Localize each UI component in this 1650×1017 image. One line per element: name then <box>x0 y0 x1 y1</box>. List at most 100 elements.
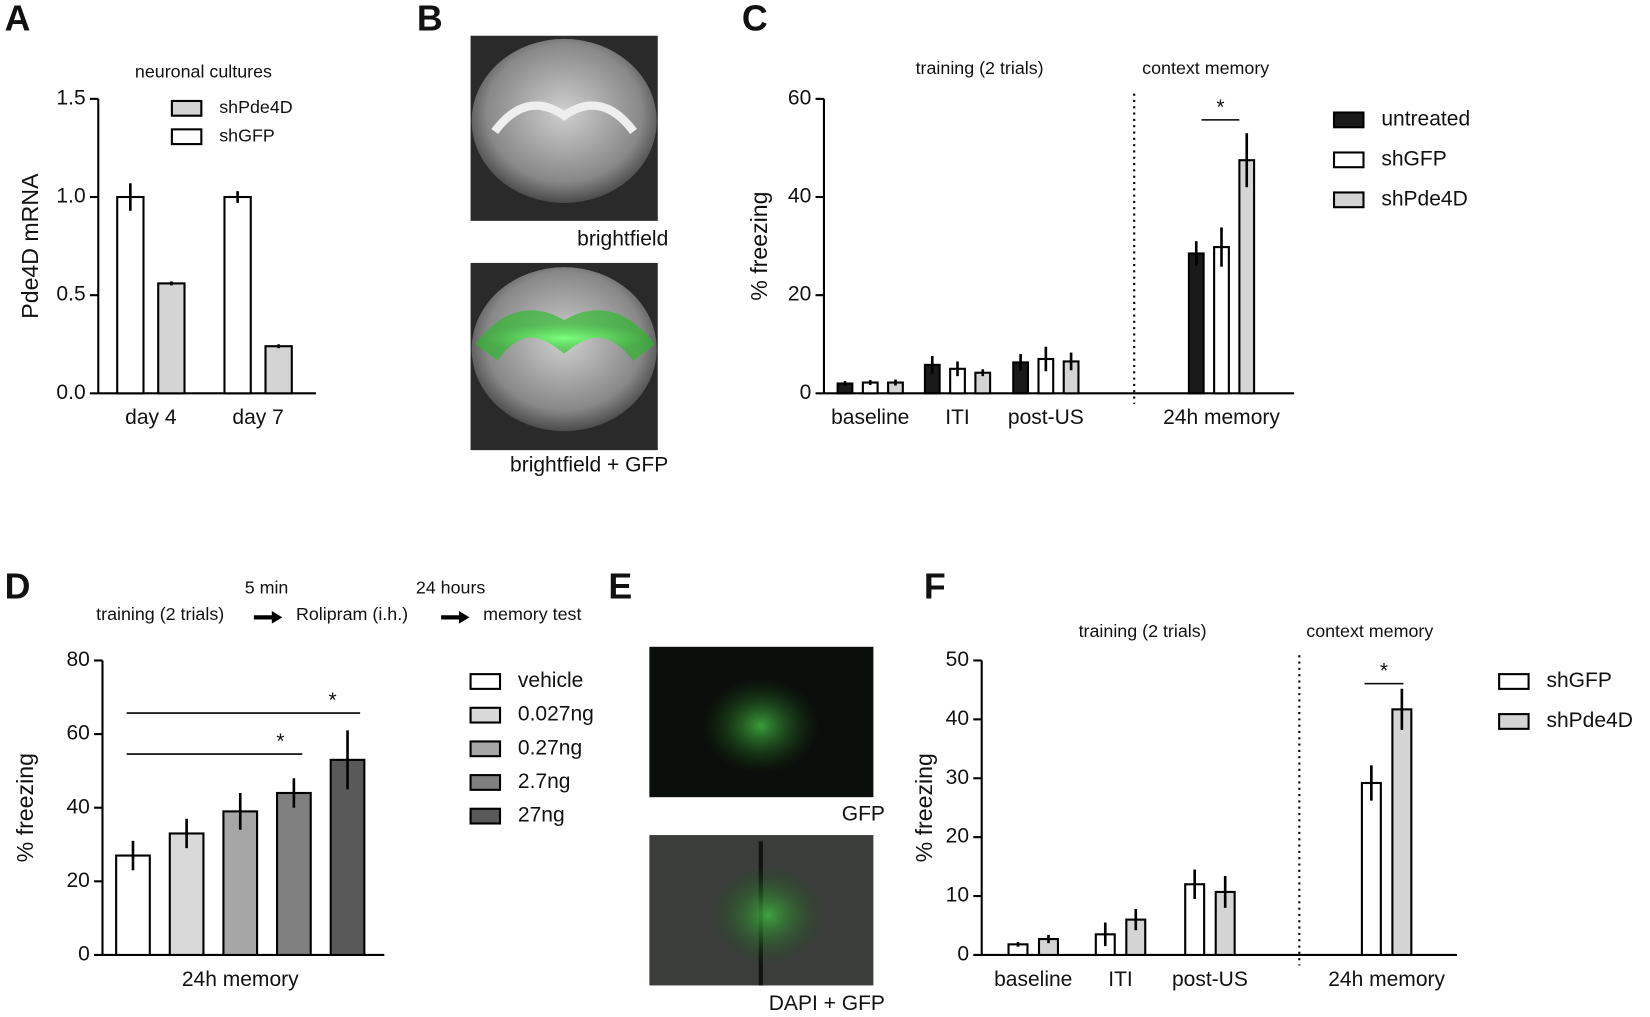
protocol-interval: 24 hours <box>416 578 486 598</box>
brain-image <box>470 35 658 221</box>
panel-letter: A <box>5 0 31 38</box>
y-tick-label: 20 <box>946 825 969 848</box>
section-label: context memory <box>1142 58 1269 78</box>
section-label: training (2 trials) <box>1079 621 1207 641</box>
legend-label: shGFP <box>1381 147 1446 170</box>
y-tick-label: 0 <box>800 381 812 404</box>
legend-label: 27ng <box>518 804 565 827</box>
panel-letter: C <box>742 0 768 38</box>
y-axis-label: Pde4D mRNA <box>17 173 43 319</box>
y-tick-label: 30 <box>946 766 969 789</box>
legend-swatch <box>469 740 502 758</box>
y-tick-label: 20 <box>66 869 89 892</box>
bar <box>264 345 293 395</box>
legend-swatch <box>469 673 502 690</box>
panel-letter: E <box>608 566 632 606</box>
x-tick-label: 24h memory <box>182 968 299 991</box>
significance-star: * <box>1216 96 1224 119</box>
legend-label: vehicle <box>518 669 583 692</box>
bar <box>116 195 145 395</box>
protocol-step: Rolipram (i.h.) <box>296 604 408 624</box>
bar <box>1238 159 1256 395</box>
image-caption: DAPI + GFP <box>769 992 885 1015</box>
legend-label: untreated <box>1381 107 1470 130</box>
legend-label: shPde4D <box>219 97 293 117</box>
significance-star: * <box>276 730 284 753</box>
legend-swatch <box>469 774 502 791</box>
legend-swatch <box>1332 191 1365 209</box>
x-tick-label: day 4 <box>125 406 177 429</box>
y-tick-label: 0.5 <box>56 283 85 306</box>
y-tick-label: 40 <box>946 707 969 730</box>
legend-label: 2.7ng <box>518 770 571 793</box>
legend-label: shPde4D <box>1381 187 1467 210</box>
x-tick-label: 24h memory <box>1328 968 1445 991</box>
bar <box>223 195 252 395</box>
bar <box>276 791 312 957</box>
legend-label: 0.027ng <box>518 703 594 726</box>
panel-letter: F <box>924 566 946 606</box>
brain-image <box>649 646 874 798</box>
legend-swatch <box>469 706 502 724</box>
legend-swatch <box>1332 151 1365 169</box>
y-tick-label: 0.0 <box>56 381 85 404</box>
legend-label: 0.27ng <box>518 736 582 759</box>
bar <box>1391 708 1413 957</box>
bar <box>1213 246 1230 395</box>
y-tick-label: 40 <box>788 185 811 208</box>
significance-star: * <box>1380 660 1388 683</box>
y-tick-label: 0 <box>957 943 969 966</box>
image-caption: GFP <box>842 803 885 826</box>
legend-label: shGFP <box>219 125 275 145</box>
panel-letter: D <box>5 566 31 606</box>
section-label: training (2 trials) <box>916 58 1044 78</box>
y-axis-label: % freezing <box>12 753 38 862</box>
x-tick-label: baseline <box>994 968 1072 991</box>
legend-swatch <box>170 128 203 146</box>
brain-image <box>649 835 874 986</box>
y-tick-label: 80 <box>66 648 89 671</box>
x-tick-label: post-US <box>1008 406 1084 429</box>
section-label: context memory <box>1306 621 1433 641</box>
significance-star: * <box>328 689 336 712</box>
legend-label: shPde4D <box>1546 709 1632 732</box>
protocol-interval: 5 min <box>245 578 289 598</box>
bar <box>157 282 186 395</box>
y-tick-label: 50 <box>946 648 969 671</box>
bar <box>115 854 151 957</box>
y-axis-label: % freezing <box>746 191 772 300</box>
legend-swatch <box>469 807 502 825</box>
bar <box>1187 252 1205 395</box>
image-caption: brightfield + GFP <box>510 453 668 476</box>
panel-letter: B <box>417 0 443 38</box>
bar <box>329 758 366 957</box>
x-tick-label: baseline <box>831 406 909 429</box>
protocol-step: training (2 trials) <box>96 604 224 624</box>
protocol-step: memory test <box>483 604 581 624</box>
arrow <box>271 611 283 624</box>
y-tick-label: 60 <box>66 722 89 745</box>
y-tick-label: 10 <box>946 884 969 907</box>
bar <box>222 810 259 957</box>
y-tick-label: 40 <box>66 795 89 818</box>
y-tick-label: 1.0 <box>56 185 85 208</box>
x-tick-label: 24h memory <box>1163 406 1280 429</box>
legend-swatch <box>1498 713 1530 730</box>
legend-swatch <box>1332 111 1365 129</box>
legend-swatch <box>170 99 203 117</box>
legend-swatch <box>1498 673 1530 690</box>
brain-image <box>470 262 658 451</box>
y-tick-label: 60 <box>788 86 811 109</box>
y-tick-label: 1.5 <box>56 86 85 109</box>
bar <box>168 832 205 957</box>
chart-subtitle: neuronal cultures <box>135 61 272 81</box>
legend-label: shGFP <box>1546 669 1611 692</box>
x-tick-label: ITI <box>1108 968 1133 991</box>
bar <box>1360 781 1382 957</box>
y-tick-label: 0 <box>78 943 90 966</box>
y-axis-label: % freezing <box>911 753 937 862</box>
arrow <box>459 611 470 624</box>
x-tick-label: ITI <box>945 406 970 429</box>
x-tick-label: day 7 <box>232 406 283 429</box>
